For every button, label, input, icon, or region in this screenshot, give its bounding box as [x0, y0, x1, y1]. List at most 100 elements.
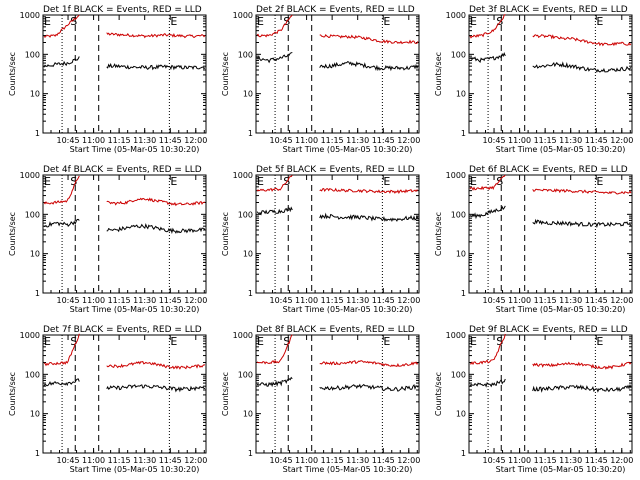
y-tick-label: 10	[30, 250, 40, 259]
marker-label-e: E	[383, 175, 390, 188]
y-tick-label: 1	[35, 449, 40, 458]
x-tick-label: 10:45	[483, 296, 506, 305]
y-tick-label: 100	[238, 50, 253, 59]
marker-label-e: E	[44, 15, 51, 28]
chart-panel-5: Det 5f BLACK = Events, RED = LLD 1 10 100 10…	[221, 165, 420, 314]
x-tick-label: 11:00	[82, 456, 105, 465]
y-tick-label: 100	[25, 210, 40, 219]
series-lld-after	[106, 360, 206, 370]
series-events-before	[469, 51, 506, 63]
y-tick-label: 10	[243, 410, 253, 419]
plot-frame	[42, 334, 207, 454]
x-tick-label: 11:00	[295, 136, 318, 145]
plot-frame	[255, 174, 420, 294]
marker-label-s: S	[496, 175, 503, 188]
x-tick-label: 11:00	[508, 296, 531, 305]
plot-frame	[468, 334, 633, 454]
x-tick-label: 12:00	[184, 296, 207, 305]
series-lld-after	[319, 360, 419, 368]
marker-label-s: S	[70, 335, 77, 348]
series-events-after	[319, 212, 419, 223]
marker-label-s: S	[496, 15, 503, 28]
x-tick-label: 11:15	[534, 456, 557, 465]
y-tick-label: 10	[243, 90, 253, 99]
x-tick-label: 10:45	[57, 136, 80, 145]
y-tick-label: 1000	[20, 171, 40, 180]
x-tick-label: 11:30	[559, 136, 582, 145]
x-tick-label: 11:00	[295, 296, 318, 305]
series-lld-before	[256, 334, 293, 365]
x-tick-label: 11:30	[133, 296, 156, 305]
x-tick-label: 11:15	[321, 136, 344, 145]
series-lld-before	[469, 174, 506, 191]
x-axis-label: Start Time (05-Mar-05 10:30:20)	[496, 465, 626, 474]
marker-label-e: E	[383, 335, 390, 348]
x-tick-label: 11:45	[372, 296, 395, 305]
y-tick-label: 10	[456, 90, 466, 99]
y-axis-label: Counts/sec	[8, 212, 17, 256]
x-tick-label: 11:45	[159, 456, 182, 465]
series-lld-before	[43, 333, 80, 367]
series-events-after	[106, 384, 206, 393]
x-tick-label: 12:00	[397, 296, 420, 305]
x-axis-label: Start Time (05-Mar-05 10:30:20)	[283, 145, 413, 154]
chart-title: Det 4f BLACK = Events, RED = LLD	[43, 165, 202, 175]
x-tick-label: 10:45	[270, 136, 293, 145]
series-lld-after	[319, 34, 419, 45]
x-tick-label: 11:45	[372, 136, 395, 145]
y-tick-label: 1000	[233, 331, 253, 340]
x-tick-label: 11:45	[159, 136, 182, 145]
marker-label-s: S	[496, 335, 503, 348]
x-tick-label: 11:30	[559, 296, 582, 305]
series-lld-before	[256, 14, 293, 38]
y-tick-label: 100	[451, 50, 466, 59]
chart-panel-3: Det 3f BLACK = Events, RED = LLD 1 10 100 10…	[434, 5, 633, 154]
y-tick-label: 1	[35, 129, 40, 138]
x-tick-label: 11:15	[534, 136, 557, 145]
x-tick-label: 12:00	[610, 296, 633, 305]
series-lld-after	[106, 197, 206, 207]
y-tick-label: 1	[461, 129, 466, 138]
x-axis-label: Start Time (05-Mar-05 10:30:20)	[283, 305, 413, 314]
x-tick-label: 10:45	[270, 296, 293, 305]
x-tick-label: 11:45	[159, 296, 182, 305]
series-events-before	[43, 56, 80, 68]
y-axis-label: Counts/sec	[434, 212, 443, 256]
y-tick-label: 100	[25, 370, 40, 379]
y-tick-label: 1000	[233, 171, 253, 180]
marker-label-e: E	[470, 15, 477, 28]
marker-label-e: E	[596, 175, 603, 188]
y-axis-label: Counts/sec	[434, 52, 443, 96]
marker-label-e: E	[470, 335, 477, 348]
y-axis-label: Counts/sec	[8, 52, 17, 96]
x-tick-label: 11:00	[82, 296, 105, 305]
x-tick-label: 10:45	[270, 456, 293, 465]
marker-label-e: E	[257, 175, 264, 188]
x-tick-label: 10:45	[57, 296, 80, 305]
marker-label-e: E	[170, 335, 177, 348]
x-tick-label: 11:30	[133, 456, 156, 465]
y-tick-label: 1	[248, 129, 253, 138]
chart-title: Det 9f BLACK = Events, RED = LLD	[469, 325, 628, 335]
x-tick-label: 11:45	[585, 456, 608, 465]
plot-frame	[255, 334, 420, 454]
marker-label-s: S	[70, 15, 77, 28]
x-tick-label: 12:00	[184, 136, 207, 145]
y-tick-label: 10	[30, 90, 40, 99]
y-tick-label: 1	[461, 289, 466, 298]
series-events-before	[469, 378, 506, 388]
x-tick-label: 11:00	[295, 456, 318, 465]
y-axis-label: Counts/sec	[221, 372, 230, 416]
marker-label-e: E	[596, 15, 603, 28]
chart-panel-1: Det 1f BLACK = Events, RED = LLD 1 10 100 10…	[8, 5, 207, 154]
x-tick-label: 12:00	[610, 136, 633, 145]
x-tick-label: 11:15	[321, 456, 344, 465]
x-tick-label: 11:15	[321, 296, 344, 305]
x-tick-label: 11:15	[108, 136, 131, 145]
y-tick-label: 10	[30, 410, 40, 419]
plot-frame	[42, 174, 207, 294]
marker-label-e: E	[170, 15, 177, 28]
series-lld-before	[469, 13, 506, 39]
y-tick-label: 100	[25, 50, 40, 59]
chart-panel-8: Det 8f BLACK = Events, RED = LLD 1 10 100 10…	[221, 325, 420, 474]
